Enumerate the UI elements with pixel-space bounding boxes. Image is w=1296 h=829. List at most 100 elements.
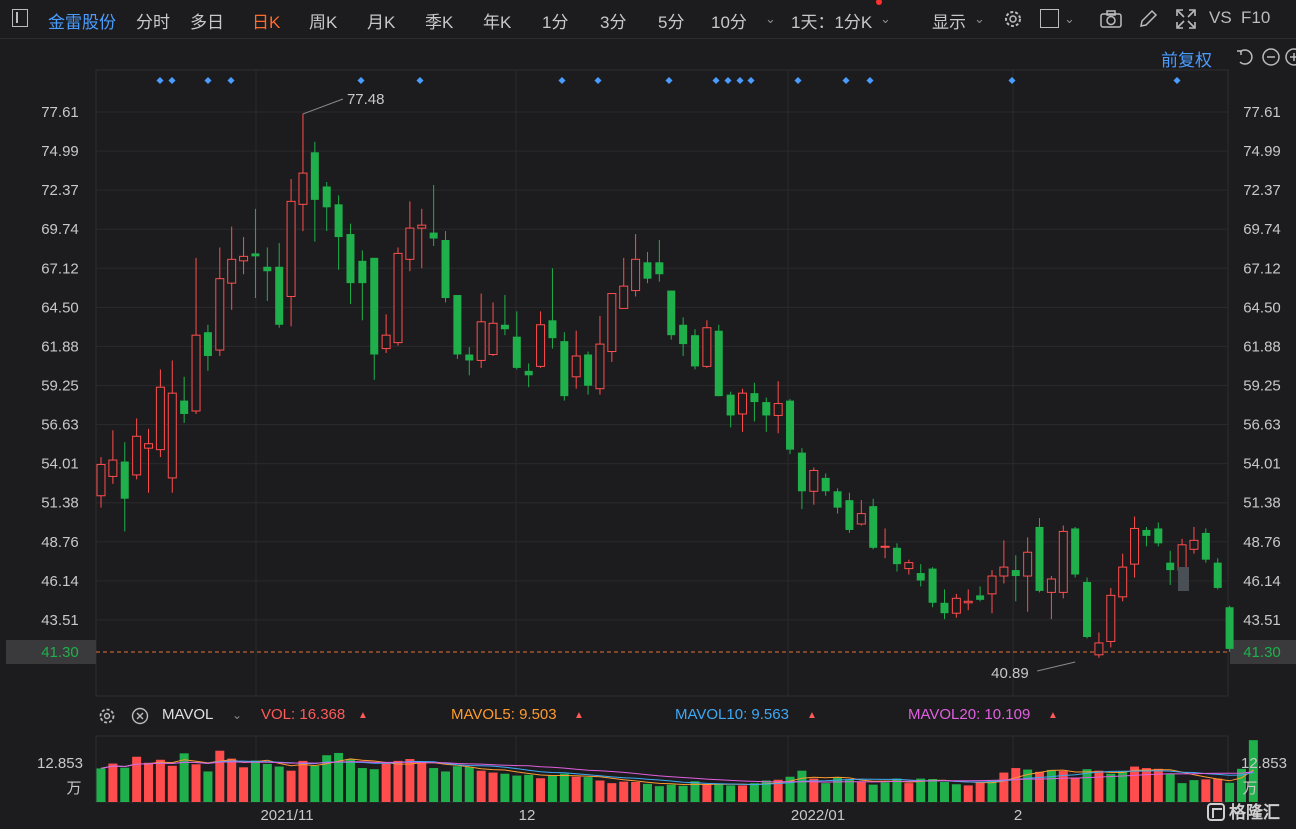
candle-body[interactable] (405, 227, 415, 260)
candle-body[interactable] (453, 295, 462, 355)
candle-body[interactable] (1166, 562, 1175, 571)
candle-body[interactable] (512, 336, 521, 368)
candle-body[interactable] (1011, 570, 1020, 577)
event-marker-icon[interactable] (712, 76, 720, 85)
candle-body[interactable] (263, 266, 272, 272)
candle-body[interactable] (773, 403, 783, 416)
candle-body[interactable] (1046, 578, 1056, 593)
candle-body[interactable] (191, 334, 201, 412)
tab-period-2[interactable]: 日K (252, 13, 281, 32)
candle-body[interactable] (417, 224, 427, 229)
candle-body[interactable] (358, 260, 367, 284)
event-marker-icon[interactable] (1008, 76, 1016, 85)
candle-body[interactable] (167, 392, 177, 479)
event-marker-icon[interactable] (747, 76, 755, 85)
event-marker-icon[interactable] (156, 76, 164, 85)
candle-body[interactable] (619, 285, 629, 309)
event-marker-icon[interactable] (227, 76, 235, 85)
candle-body[interactable] (1035, 526, 1044, 591)
tab-period-9[interactable]: 5分 (658, 13, 685, 32)
candle-body[interactable] (1213, 562, 1222, 588)
candle-body[interactable] (584, 354, 593, 386)
candle-body[interactable] (951, 597, 961, 614)
layout-square-icon[interactable] (1040, 9, 1059, 28)
candle-body[interactable] (215, 278, 225, 351)
candle-body[interactable] (1106, 594, 1116, 642)
tab-period-10[interactable]: 10分 (711, 13, 747, 32)
zoom-out-icon[interactable] (1261, 47, 1281, 67)
candle-body[interactable] (275, 266, 284, 325)
candle-body[interactable] (524, 370, 533, 376)
candle-body[interactable] (999, 566, 1009, 577)
event-marker-icon[interactable] (724, 76, 732, 85)
fullscreen-icon[interactable] (1175, 8, 1197, 30)
candle-body[interactable] (298, 172, 308, 205)
candle-body[interactable] (370, 257, 379, 355)
candle-body[interactable] (120, 461, 129, 499)
candle-body[interactable] (963, 600, 973, 604)
candle-body[interactable] (1154, 528, 1163, 544)
candle-body[interactable] (571, 355, 581, 378)
candle-body[interactable] (346, 234, 355, 284)
candle-body[interactable] (940, 602, 949, 614)
event-marker-icon[interactable] (416, 76, 424, 85)
candle-body[interactable] (96, 464, 106, 497)
candle-body[interactable] (334, 204, 343, 238)
candle-body[interactable] (132, 435, 142, 476)
f10-button[interactable]: F10 (1241, 8, 1271, 27)
candle-body[interactable] (655, 262, 664, 275)
candle-body[interactable] (679, 324, 688, 345)
candle-body[interactable] (987, 575, 997, 595)
vs-compare-button[interactable]: VS (1209, 8, 1232, 27)
zoom-in-icon[interactable] (1284, 47, 1296, 67)
tab-period-3[interactable]: 周K (309, 13, 338, 32)
multi-day-chevron-icon[interactable]: ⌄ (880, 11, 891, 26)
candle-body[interactable] (251, 253, 260, 257)
candle-body[interactable] (1071, 528, 1080, 575)
settings-gear-icon[interactable] (1002, 8, 1024, 30)
candle-body[interactable] (108, 459, 118, 477)
candle-body[interactable] (726, 394, 735, 416)
candle-body[interactable] (381, 334, 391, 350)
event-marker-icon[interactable] (665, 76, 673, 85)
candle-body[interactable] (797, 452, 806, 492)
tab-period-0[interactable]: 分时 (136, 13, 170, 32)
layout-chevron-icon[interactable]: ⌄ (1064, 11, 1075, 26)
candle-body[interactable] (1058, 530, 1068, 593)
candle-body[interactable] (762, 402, 771, 416)
indicator-close-icon[interactable] (130, 706, 150, 726)
candle-body[interactable] (643, 262, 652, 279)
candle-body[interactable] (856, 513, 866, 525)
draw-pencil-icon[interactable] (1137, 8, 1159, 30)
candle-body[interactable] (1023, 551, 1033, 577)
candle-body[interactable] (1189, 539, 1199, 550)
candle-body[interactable] (144, 443, 154, 449)
event-marker-icon[interactable] (168, 76, 176, 85)
tab-period-4[interactable]: 月K (367, 13, 396, 32)
candle-body[interactable] (892, 547, 901, 565)
tab-period-1[interactable]: 多日 (190, 13, 224, 32)
candle-body[interactable] (429, 232, 438, 239)
candle-body[interactable] (441, 240, 450, 298)
candle-body[interactable] (180, 400, 189, 414)
candle-body[interactable] (500, 324, 509, 330)
candle-body[interactable] (476, 321, 486, 361)
event-marker-icon[interactable] (594, 76, 602, 85)
candle-body[interactable] (239, 255, 249, 262)
candle-body[interactable] (631, 258, 641, 292)
adjust-mode-button[interactable]: 前复权 (1161, 51, 1212, 70)
panel-toggle-icon[interactable] (12, 9, 28, 27)
candle-body[interactable] (1130, 527, 1140, 565)
undo-icon[interactable] (1235, 47, 1255, 67)
candle-body[interactable] (310, 152, 319, 200)
candle-body[interactable] (1094, 642, 1104, 656)
candle-body[interactable] (786, 400, 795, 450)
candle-body[interactable] (1142, 529, 1151, 536)
indicator-name[interactable]: MAVOL (162, 706, 214, 723)
candle-body[interactable] (1201, 532, 1210, 560)
display-chevron-icon[interactable]: ⌄ (974, 11, 985, 26)
event-marker-icon[interactable] (842, 76, 850, 85)
candle-body[interactable] (845, 500, 854, 530)
candle-body[interactable] (750, 393, 759, 403)
candle-body[interactable] (155, 386, 165, 451)
